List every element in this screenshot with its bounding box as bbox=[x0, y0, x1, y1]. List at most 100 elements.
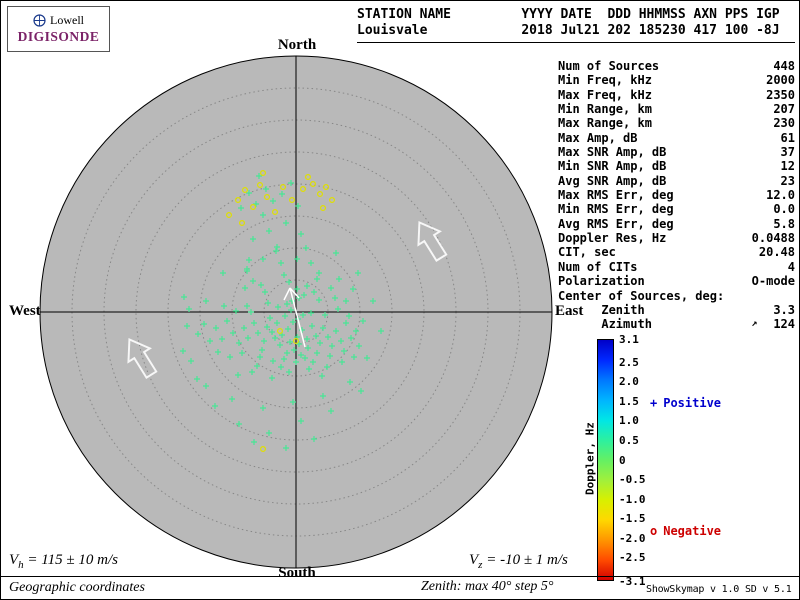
header-column-label: PPS bbox=[724, 7, 749, 22]
azimuth-direction-icon bbox=[666, 145, 780, 159]
header-column-label: YYYY DATE bbox=[521, 7, 592, 22]
stats-panel: Num of Sources 448 Min Freq, kHz 2000 Max Fr… bbox=[558, 59, 795, 332]
legend-positive: + Positive bbox=[650, 396, 721, 410]
negative-source-marker bbox=[235, 197, 242, 204]
negative-source-marker bbox=[317, 191, 324, 198]
stat-row: Max SNR Amp, dB 37 bbox=[558, 145, 795, 159]
stat-row: Max Amp, dB 61 bbox=[558, 131, 795, 145]
compass-label-west: West bbox=[9, 303, 41, 319]
header-column-value: 202 bbox=[607, 23, 631, 38]
lowell-digisonde-logo: Lowell DIGISONDE bbox=[7, 6, 110, 52]
header-column-value: Louisvale bbox=[357, 23, 428, 38]
stat-row: CIT, sec 20.48 bbox=[558, 245, 795, 259]
negative-source-marker bbox=[305, 174, 312, 181]
stat-row: Min SNR Amp, dB 12 bbox=[558, 159, 795, 173]
azimuth-direction-icon bbox=[666, 174, 780, 188]
stat-row: Avg SNR Amp, dB 23 bbox=[558, 174, 795, 188]
stat-value: 20.48 bbox=[758, 245, 795, 260]
stat-row: Min RMS Err, deg 0.0 bbox=[558, 202, 795, 216]
stat-label: Avg RMS Err, deg bbox=[558, 216, 674, 231]
drift-arrow-northeast bbox=[417, 221, 448, 262]
colorbar-tick-label: 2.0 bbox=[619, 375, 639, 389]
stat-value: 12 bbox=[780, 159, 795, 174]
header-block: STATION NAME YYYY DATE DDD HHMMSS AXN PPS IGP … bbox=[357, 7, 795, 43]
header-column-value: 100 bbox=[724, 23, 749, 38]
header-column-value: -8J bbox=[756, 23, 780, 38]
colorbar-tick-label: -1.5 bbox=[619, 512, 646, 526]
negative-source-marker bbox=[226, 212, 233, 219]
stat-value: 2350 bbox=[766, 87, 795, 102]
negative-source-marker bbox=[323, 184, 330, 191]
negative-source-marker bbox=[280, 184, 287, 191]
azimuth-direction-icon: ↗ bbox=[751, 318, 758, 330]
stat-row: Max RMS Err, deg 12.0 bbox=[558, 188, 795, 202]
stat-label: Num of Sources bbox=[558, 59, 660, 73]
header-column-label: STATION NAME bbox=[357, 7, 451, 22]
stat-value: 448 bbox=[773, 59, 795, 73]
stat-label: Max Freq, kHz bbox=[558, 87, 652, 102]
header-labels-row: STATION NAME YYYY DATE DDD HHMMSS AXN PPS IGP bbox=[357, 7, 795, 23]
compass-label-east: East bbox=[555, 303, 584, 319]
colorbar-tick-label: 2.5 bbox=[619, 355, 639, 369]
stat-row: Min Range, km 207 bbox=[558, 102, 795, 116]
colorbar-tick-label: 1.5 bbox=[619, 394, 639, 408]
bottom-divider bbox=[1, 576, 799, 577]
azimuth-direction-icon bbox=[645, 303, 774, 317]
negative-source-marker bbox=[257, 182, 264, 189]
azimuth-direction-icon bbox=[652, 88, 766, 102]
zenith-grid-note: Zenith: max 40° step 5° bbox=[421, 579, 554, 594]
stat-value: O-mode bbox=[751, 274, 795, 289]
stat-value: 230 bbox=[773, 116, 795, 131]
stat-label: Min Freq, kHz bbox=[558, 73, 652, 88]
azimuth-direction-icon bbox=[674, 217, 774, 231]
azimuth-direction-icon bbox=[616, 245, 759, 259]
stat-row: Max Freq, kHz 2350 bbox=[558, 88, 795, 102]
vh-subscript: h bbox=[18, 559, 24, 571]
stat-row: Zenith 3.3 bbox=[558, 303, 795, 317]
logo-top-row: Lowell bbox=[33, 13, 84, 28]
colorbar-gradient bbox=[597, 339, 614, 581]
stat-value: 2000 bbox=[766, 73, 795, 88]
stat-label: Min Range, km bbox=[558, 102, 652, 117]
azimuth-direction-icon bbox=[666, 231, 751, 245]
colorbar-tick-label: -1.0 bbox=[619, 492, 646, 506]
vertical-velocity-readout: Vz = -10 ± 1 m/s bbox=[469, 552, 568, 571]
negative-marker-icon: o bbox=[650, 524, 658, 538]
colorbar-tick-label: 3.1 bbox=[619, 332, 639, 346]
header-column-label: HHMMSS bbox=[638, 7, 686, 22]
positive-marker-icon: + bbox=[650, 396, 658, 410]
negative-source-marker bbox=[329, 197, 336, 204]
logo-lowell-text: Lowell bbox=[50, 13, 84, 27]
stat-value: 4 bbox=[787, 259, 795, 274]
legend-positive-label: Positive bbox=[663, 396, 722, 410]
stat-value: 124 bbox=[773, 317, 795, 332]
stat-label: Max Range, km bbox=[558, 116, 652, 131]
negative-doppler-points bbox=[226, 170, 336, 453]
stat-row: Doppler Res, Hz 0.0488 bbox=[558, 231, 795, 245]
vz-value: = -10 ± 1 m/s bbox=[482, 552, 568, 568]
vz-subscript: z bbox=[478, 559, 483, 571]
azimuth-direction-icon bbox=[674, 188, 767, 202]
stat-label: Avg SNR Amp, dB bbox=[558, 173, 667, 188]
azimuth-direction-icon bbox=[724, 289, 795, 303]
azimuth-direction-icon bbox=[666, 159, 780, 173]
stat-label: CIT, sec bbox=[558, 245, 616, 260]
stat-value: 12.0 bbox=[766, 188, 795, 203]
drift-arrow-southwest bbox=[127, 338, 158, 379]
stat-label: Min RMS Err, deg bbox=[558, 202, 674, 217]
vh-value: = 115 ± 10 m/s bbox=[23, 552, 119, 568]
stat-value: 207 bbox=[773, 102, 795, 117]
stat-label: Max Amp, dB bbox=[558, 130, 638, 145]
legend-negative: o Negative bbox=[650, 524, 721, 538]
colorbar-tick-label: -3.1 bbox=[619, 574, 646, 588]
header-column-value: 417 bbox=[693, 23, 717, 38]
negative-source-marker bbox=[310, 181, 317, 188]
stat-value: 23 bbox=[780, 173, 795, 188]
legend-negative-label: Negative bbox=[663, 524, 722, 538]
negative-source-marker bbox=[293, 338, 300, 345]
header-column-value: 185230 bbox=[638, 23, 686, 38]
stat-value: 0.0 bbox=[773, 202, 795, 217]
negative-source-marker bbox=[260, 446, 267, 453]
azimuth-direction-icon bbox=[659, 59, 773, 73]
center-velocity-arrow bbox=[283, 287, 306, 348]
